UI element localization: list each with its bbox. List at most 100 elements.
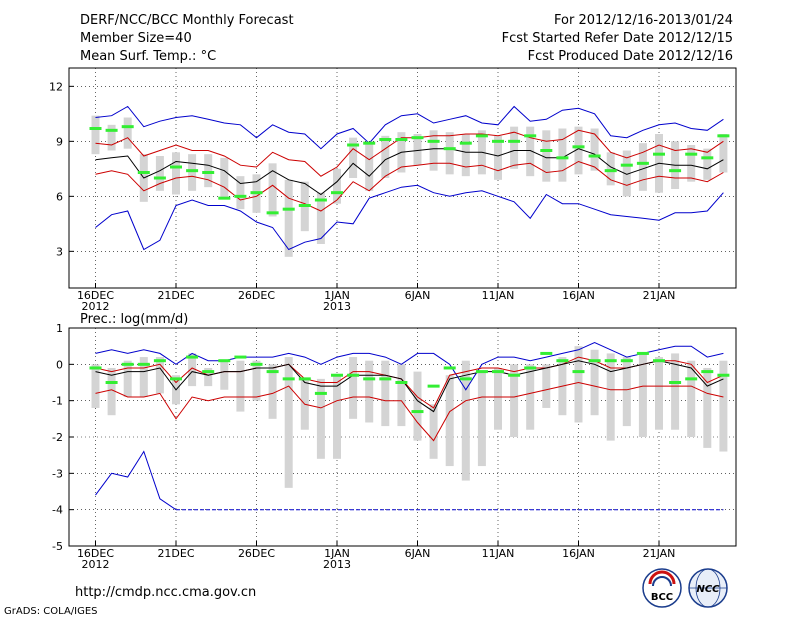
bcc-logo-text: BCC	[651, 592, 673, 603]
temp-spread-box	[542, 130, 551, 182]
prec-spread-box	[155, 357, 164, 394]
temp-xtick-label: 21JAN	[643, 289, 676, 302]
temp-ytick-label: 3	[56, 245, 63, 258]
prec-ytick-label: -4	[52, 504, 63, 517]
footer-url: http://cmdp.ncc.cma.gov.cn	[75, 585, 256, 600]
prec-series-mean-line	[95, 360, 724, 413]
prec-xtick-label: 21JAN	[643, 547, 676, 560]
temp-spread-box	[236, 176, 245, 210]
prec-spread-box	[333, 375, 341, 459]
temp-spread-box	[703, 148, 712, 180]
prec-spread-box	[719, 360, 728, 452]
prec-spread-box	[139, 357, 148, 398]
prec-spread-box	[268, 364, 277, 419]
prec-spread-box	[91, 364, 100, 408]
precip-panel-title: Prec.: log(mm/d)	[80, 312, 188, 327]
ncc-logo: NCC	[688, 568, 728, 608]
prec-spread-box	[655, 357, 663, 430]
prec-xtick-label: 6JAN	[405, 547, 431, 560]
temp-spread-box	[91, 115, 100, 155]
bcc-logo: BCC	[642, 568, 682, 608]
temp-spread-box	[220, 157, 229, 199]
prec-spread-box	[252, 360, 261, 401]
temp-spread-box	[622, 150, 631, 197]
prec-xtick-label: 26DEC	[238, 547, 275, 560]
prec-spread-box	[445, 375, 454, 467]
prec-spread-box	[107, 367, 116, 416]
temp-ytick-label: 9	[56, 135, 63, 148]
temp-ytick-label: 6	[56, 190, 63, 203]
prec-spread-box	[606, 353, 615, 441]
prec-spread-box	[316, 378, 325, 459]
temp-spread-box	[204, 154, 213, 188]
temp-series-min-line	[95, 184, 724, 251]
prec-ytick-label: -1	[52, 395, 63, 408]
prec-spread-box	[687, 360, 696, 437]
variable-label: Mean Surf. Temp.: °C	[80, 49, 216, 64]
started-label: Fcst Started Refer Date 2012/12/15	[502, 31, 733, 46]
temp-spread-box	[429, 130, 438, 171]
grads-credit: GrADS: COLA/IGES	[4, 606, 98, 617]
prec-ytick-label: -2	[52, 431, 63, 444]
temp-spread-box	[155, 156, 164, 191]
temp-xtick-label: 16JAN	[562, 289, 595, 302]
prec-xtick-label: 21DEC	[157, 547, 194, 560]
temp-spread-box	[333, 168, 341, 204]
temp-spread-box	[284, 179, 293, 257]
prec-xtick-label: 11JAN	[482, 547, 515, 560]
prec-spread-box	[638, 353, 647, 437]
produced-label: Fcst Produced Date 2012/12/16	[528, 49, 733, 64]
prec-spread-box	[236, 360, 245, 412]
temp-spread-box	[510, 126, 519, 169]
temp-xtick-label: 11JAN	[482, 289, 515, 302]
temp-spread-box	[188, 154, 197, 191]
temp-spread-box	[316, 192, 325, 244]
prec-ytick-label: 0	[56, 358, 63, 371]
temp-series-max-line	[95, 105, 724, 150]
temp-xtick-sublabel: 2012	[82, 300, 110, 313]
prec-spread-box	[123, 360, 132, 398]
prec-frame	[68, 327, 737, 547]
figure-title: DERF/NCC/BCC Monthly Forecast	[80, 13, 294, 28]
prec-spread-box	[510, 364, 519, 437]
temp-spread-box	[123, 117, 132, 149]
temp-spread-box	[107, 124, 116, 151]
prec-spread-box	[477, 371, 486, 467]
temp-spread-box	[461, 134, 470, 177]
prec-spread-box	[671, 353, 680, 430]
temp-spread-box	[349, 137, 358, 178]
prec-spread-box	[220, 360, 229, 390]
temp-spread-box	[638, 143, 647, 191]
temp-spread-box	[413, 134, 422, 166]
prec-ytick-label: -5	[52, 540, 63, 553]
prec-series-lower-line	[95, 381, 724, 442]
prec-spread-box	[590, 349, 599, 416]
temp-xtick-label: 1JAN	[324, 289, 350, 302]
temp-spread-box	[268, 163, 277, 217]
temp-frame	[68, 67, 737, 289]
temp-spread-box	[719, 134, 728, 173]
temp-series-mean-line	[95, 148, 724, 196]
temp-spread-box	[381, 135, 390, 178]
prec-spread-box	[381, 360, 390, 427]
prec-spread-box	[365, 360, 374, 423]
prec-ytick-label: -3	[52, 467, 63, 480]
prec-spread-box	[204, 367, 213, 387]
prec-spread-box	[461, 360, 470, 481]
temp-xtick-label: 26DEC	[238, 289, 275, 302]
prec-spread-box	[284, 357, 293, 488]
temp-spread-box	[494, 135, 502, 180]
prec-spread-box	[574, 346, 583, 423]
ncc-logo-text: NCC	[696, 584, 720, 595]
temp-spread-box	[574, 126, 583, 175]
prec-series-max-line	[95, 341, 724, 391]
prec-xtick-sublabel: 2013	[323, 558, 351, 571]
prec-spread-box	[703, 367, 712, 448]
temp-ytick-label: 12	[49, 80, 63, 93]
prec-spread-box	[622, 357, 631, 427]
temp-spread-box	[687, 145, 696, 182]
period-label: For 2012/12/16-2013/01/24	[554, 13, 733, 28]
